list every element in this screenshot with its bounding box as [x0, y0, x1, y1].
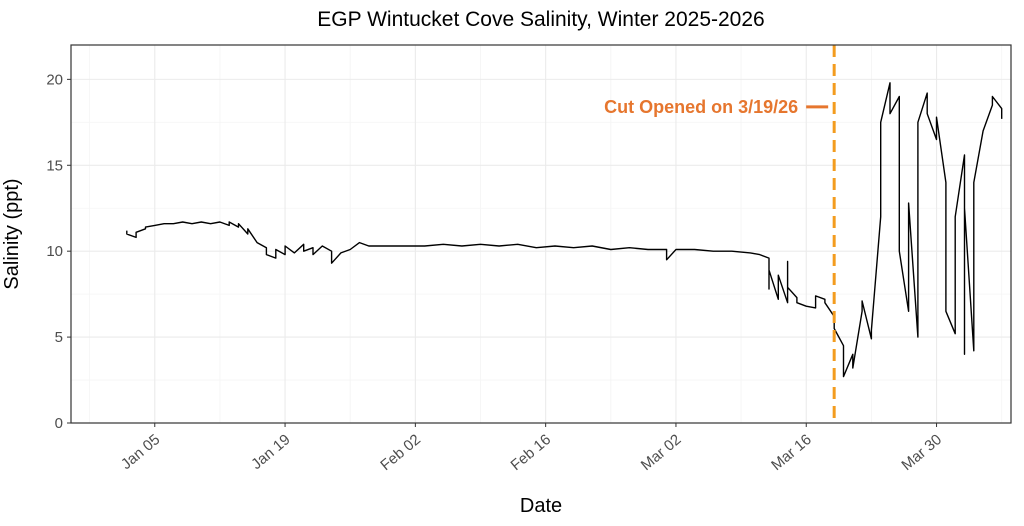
annotation-layer: Cut Opened on 3/19/26 [604, 45, 836, 423]
y-tick-label: 20 [46, 71, 63, 88]
y-axis-title: Salinity (ppt) [1, 178, 23, 289]
chart-title: EGP Wintucket Cove Salinity, Winter 2025… [317, 8, 764, 31]
y-tick-label: 15 [46, 157, 63, 174]
y-tick-label: 5 [55, 329, 63, 346]
series-layer [126, 82, 1003, 378]
y-tick-label: 10 [46, 243, 63, 260]
grid-minor [71, 44, 1011, 423]
plot-panel [71, 45, 1011, 423]
y-tick-label: 0 [55, 415, 63, 432]
x-axis-title: Date [520, 495, 562, 517]
salinity-line [126, 82, 1003, 378]
plot-border [70, 44, 1012, 424]
y-axis: 0 5 10 15 20 [46, 71, 71, 432]
annotation-label: Cut Opened on 3/19/26 [604, 97, 798, 117]
